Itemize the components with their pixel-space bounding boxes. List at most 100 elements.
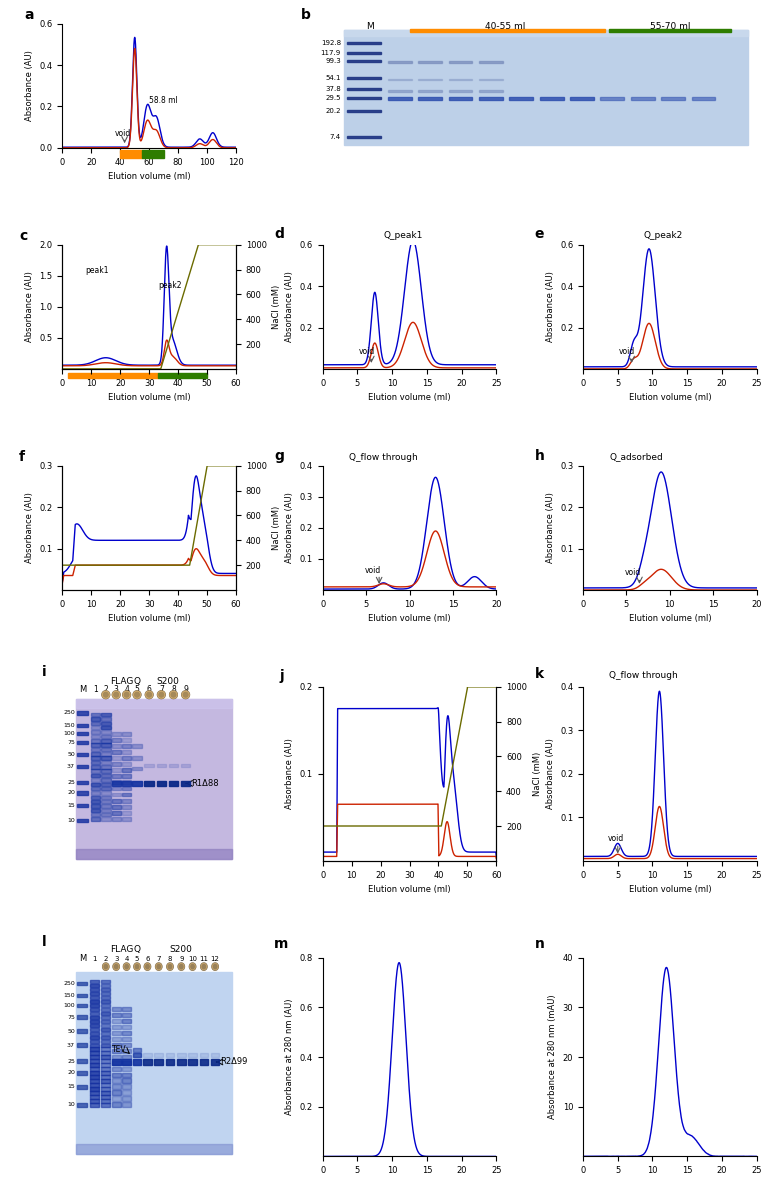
Bar — [122, 793, 132, 796]
Text: n: n — [534, 937, 544, 951]
Bar — [101, 769, 111, 773]
Bar — [101, 1028, 110, 1031]
Bar — [77, 741, 88, 745]
Text: peak2: peak2 — [158, 281, 182, 290]
Bar — [112, 1018, 121, 1023]
Text: 15: 15 — [67, 1084, 75, 1089]
Bar — [77, 804, 88, 807]
Text: 250: 250 — [63, 710, 75, 715]
Bar — [90, 730, 101, 734]
Bar — [122, 762, 132, 766]
Bar — [90, 1016, 99, 1020]
Bar — [143, 1060, 152, 1066]
Bar — [90, 1075, 99, 1079]
Text: 11: 11 — [200, 956, 208, 962]
Bar — [90, 988, 99, 991]
Bar — [188, 1054, 197, 1057]
Bar — [90, 756, 101, 760]
Bar — [90, 713, 101, 716]
Bar — [101, 752, 111, 755]
Bar — [77, 1071, 87, 1075]
Circle shape — [158, 690, 165, 699]
Bar — [101, 1048, 110, 1051]
Bar — [157, 763, 166, 767]
Bar — [90, 1095, 99, 1099]
Bar — [101, 717, 111, 721]
Bar — [77, 1029, 87, 1032]
Bar — [101, 1087, 110, 1090]
Bar — [346, 110, 381, 112]
Text: void: void — [619, 347, 636, 356]
Bar — [90, 778, 101, 781]
Circle shape — [103, 963, 109, 970]
Bar — [122, 1037, 131, 1041]
Text: 6: 6 — [145, 956, 150, 962]
Bar — [101, 735, 111, 739]
Text: Q: Q — [133, 945, 140, 953]
Bar — [77, 1043, 87, 1047]
Circle shape — [200, 963, 207, 970]
Bar — [101, 761, 111, 765]
Bar — [101, 1016, 110, 1020]
Bar — [76, 699, 232, 708]
Bar — [77, 781, 88, 784]
Bar — [165, 1060, 175, 1066]
Bar — [122, 1055, 131, 1058]
Text: Q_adsorbed: Q_adsorbed — [609, 453, 663, 461]
Text: 25: 25 — [67, 1058, 75, 1063]
Bar — [101, 1004, 110, 1008]
Circle shape — [155, 963, 161, 970]
Text: 150: 150 — [63, 992, 75, 998]
Bar — [101, 1051, 110, 1055]
Bar — [133, 756, 142, 760]
Y-axis label: Absorbance (AU): Absorbance (AU) — [285, 739, 294, 809]
Bar — [90, 1040, 99, 1043]
Bar — [346, 77, 381, 79]
Bar — [101, 748, 111, 752]
Bar — [112, 1096, 121, 1101]
Bar — [101, 996, 110, 999]
X-axis label: Elution volume (ml): Elution volume (ml) — [108, 172, 190, 181]
Bar — [122, 1096, 131, 1101]
Bar — [77, 1103, 87, 1107]
Circle shape — [170, 690, 177, 699]
Y-axis label: Absorbance at 280 nm (mAU): Absorbance at 280 nm (mAU) — [548, 995, 557, 1120]
Y-axis label: Absorbance (AU): Absorbance (AU) — [285, 492, 294, 563]
Text: FLAG: FLAG — [110, 677, 133, 686]
Bar — [609, 28, 731, 32]
Bar — [188, 1060, 197, 1066]
Bar — [90, 1020, 99, 1023]
Bar — [631, 97, 654, 100]
Bar — [90, 1023, 99, 1028]
Bar — [570, 97, 594, 100]
Text: 7: 7 — [157, 956, 161, 962]
Bar — [122, 1084, 131, 1089]
Bar — [133, 1060, 141, 1066]
Text: Q_peak2: Q_peak2 — [644, 231, 683, 241]
Bar — [101, 1043, 110, 1047]
Bar — [143, 1054, 152, 1057]
Bar — [112, 787, 121, 791]
Bar — [346, 42, 381, 45]
Bar — [122, 756, 132, 760]
Bar — [177, 1054, 186, 1057]
Text: l: l — [41, 935, 46, 949]
Bar — [410, 28, 604, 32]
Text: Q_flow through: Q_flow through — [609, 671, 678, 680]
Y-axis label: Absorbance (AU): Absorbance (AU) — [25, 271, 34, 342]
Bar — [90, 1048, 99, 1051]
Text: M: M — [367, 22, 374, 31]
Bar — [101, 765, 111, 768]
Bar — [112, 738, 121, 742]
Circle shape — [212, 963, 218, 970]
Circle shape — [170, 690, 177, 699]
Y-axis label: Absorbance (AU): Absorbance (AU) — [25, 492, 34, 563]
Text: R1Δ88: R1Δ88 — [191, 779, 218, 788]
Bar — [90, 1103, 99, 1107]
Bar — [346, 136, 381, 138]
Text: 1: 1 — [93, 686, 98, 694]
Bar — [77, 723, 88, 727]
Bar — [448, 97, 473, 100]
Bar — [90, 1080, 99, 1083]
Bar — [90, 1087, 99, 1090]
